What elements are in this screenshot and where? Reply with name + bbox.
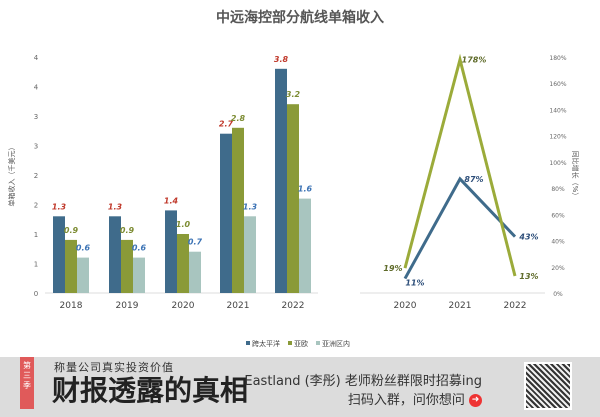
chart-title: 中远海控部分航线单箱收入 [216,9,384,26]
data-label: 0.9 [120,226,135,235]
data-label: 1.4 [164,196,179,205]
y2-tick-label: 40% [551,239,565,246]
y2-tick-label: 60% [551,212,565,219]
bar-2022-1 [287,104,299,293]
y-tick-label: 3 [34,113,38,121]
y-tick-label: 4 [34,54,39,62]
y-tick-label: 1 [34,261,38,269]
y2-axis-label: 同比增长（%） [571,151,580,200]
line-data-label: 19% [383,264,402,273]
data-label: 0.7 [188,238,203,247]
legend-label: 亚洲区内 [322,339,350,348]
bar-2021-1 [232,127,244,293]
chart: 中远海控部分航线单箱收入 0 1 1 2 2 3 3 4 4 单箱收入（千美元） 2018 1.3 0.9… [7,9,580,348]
line-data-label: 11% [405,279,424,288]
data-label: 0.9 [64,226,79,235]
legend-label: 跨太平洋 [252,339,280,348]
qr-code [524,362,572,410]
bar-2018-1 [65,239,77,293]
data-label: 3.8 [274,55,289,64]
line-data-label: 13% [519,272,538,281]
bar-2019-1 [121,239,133,293]
bar-2021-2 [244,216,256,293]
line-series-1 [403,53,517,277]
promo-banner: 第三季 称量公司真实投资价值 财报透露的真相 Eastland (李彤) 老师粉… [0,357,600,417]
y2-tick-label: 140% [549,107,566,114]
x-tick-label: 2021 [227,301,250,311]
bar-2018-0 [53,216,65,293]
banner-subtitle: 称量公司真实投资价值 [54,361,174,374]
y-tick-label: 4 [34,84,39,92]
line-data-label: 87% [464,175,483,184]
bar-2022-0 [275,68,287,293]
y-tick-label: 3 [34,143,38,151]
data-label: 1.3 [108,202,123,211]
y2-tick-label: 120% [549,134,566,141]
y2-tick-label: 180% [549,55,566,62]
bar-2019-2 [133,257,145,293]
data-label: 2.8 [231,114,246,123]
bar-2020-0 [165,210,177,293]
data-label: 1.6 [298,185,313,194]
legend-swatch [246,341,250,345]
arrow-right-circle-icon: ➜ [469,394,482,407]
legend-label: 亚欧 [294,339,308,348]
bar-2022-2 [299,198,311,293]
cta-text: 扫码入群，问你想问 [347,393,465,408]
cta-link[interactable]: 扫码入群，问你想问 ➜ [348,393,482,409]
y2-tick-label: 100% [549,160,566,167]
data-label: 2.7 [219,120,234,129]
y2-tick-label: 160% [549,81,566,88]
y-tick-label: 2 [34,172,38,180]
y2-tick-label: 0% [553,291,563,298]
y-tick-label: 1 [34,231,38,239]
line-data-label: 178% [462,56,487,65]
x-tick-label: 2022 [282,301,305,311]
x-tick-label: 2019 [116,301,139,311]
bar-2021-0 [220,133,232,293]
x2-tick-label: 2021 [449,301,472,311]
banner-title: 财报透露的真相 [52,374,249,407]
x2-tick-label: 2020 [394,301,417,311]
x-tick-label: 2020 [172,301,195,311]
bar-2019-0 [109,216,121,293]
y-tick-label: 2 [34,202,38,210]
data-label: 0.6 [76,244,91,253]
line-data-label: 43% [518,233,538,242]
data-label: 1.3 [52,202,67,211]
data-label: 1.0 [176,220,191,229]
season-ribbon: 第三季 [20,357,34,409]
y-axis-label: 单箱收入（千美元） [7,144,16,207]
x-tick-label: 2018 [60,301,83,311]
x2-tick-label: 2022 [504,301,527,311]
bar-2020-2 [189,251,201,293]
legend-swatch [316,341,320,345]
y2-tick-label: 80% [551,186,565,193]
y2-tick-label: 20% [551,265,565,272]
bar-2018-2 [77,257,89,293]
legend-swatch [288,341,292,345]
line-series-0 [403,176,517,280]
data-label: 1.3 [243,202,258,211]
bar-2020-1 [177,234,189,293]
data-label: 0.6 [132,244,147,253]
y-tick-label: 0 [34,290,38,298]
promo-text: Eastland (李彤) 老师粉丝群限时招募ing [244,374,482,389]
data-label: 3.2 [286,90,301,99]
